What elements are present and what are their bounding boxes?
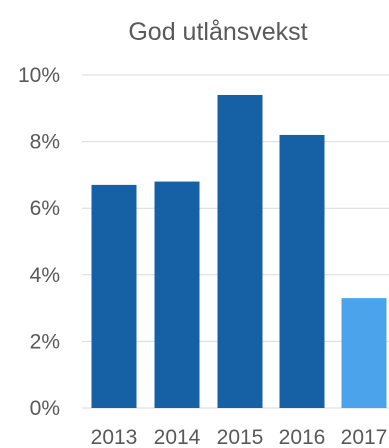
y-tick-label: 0% (30, 397, 60, 420)
x-tick-label-2013: 2013 (91, 426, 138, 448)
x-tick-label-2014: 2014 (154, 426, 201, 448)
y-tick-label: 6% (30, 197, 60, 220)
bar-2015 (217, 94, 263, 408)
y-tick-label: 4% (30, 264, 60, 287)
y-tick-label: 2% (30, 330, 60, 353)
x-tick-label-2017: 2017 (341, 426, 388, 448)
x-tick-label-2016: 2016 (279, 426, 326, 448)
bar-2013 (91, 184, 137, 408)
bar-2014 (154, 181, 200, 408)
bars (91, 94, 387, 408)
x-tick-label-2015: 2015 (217, 426, 264, 448)
bar-2016 (279, 134, 325, 408)
bar-2017 (341, 298, 387, 408)
chart-title: God utlånsvekst (128, 18, 307, 46)
y-axis-tick-labels: 0% 2% 4% 6% 8% 10% (18, 64, 60, 420)
x-axis-tick-labels: 2013 2014 2015 2016 2017 (91, 426, 388, 448)
y-tick-label: 8% (30, 131, 60, 154)
y-tick-label: 10% (18, 64, 60, 87)
